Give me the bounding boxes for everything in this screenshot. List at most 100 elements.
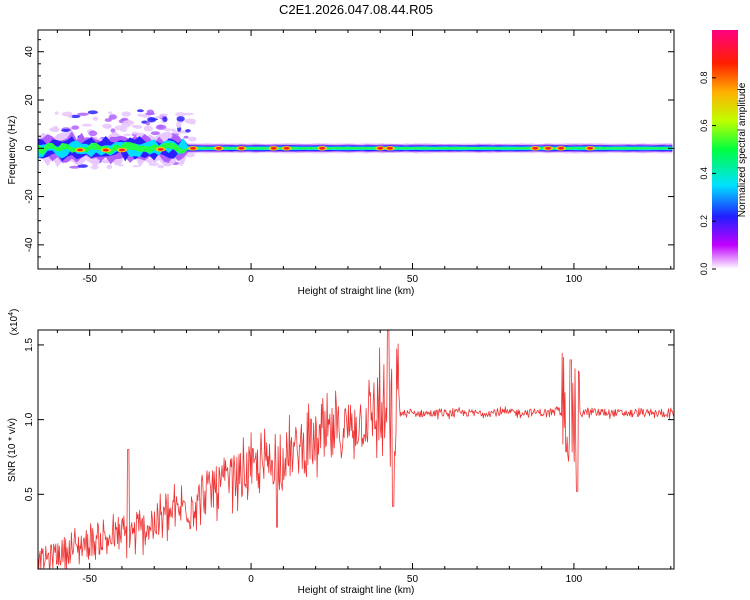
spectrogram-hotspot-core — [270, 146, 277, 150]
spectrogram-scatter-blob — [131, 125, 140, 128]
spectrogram-scatter-blob — [188, 136, 197, 142]
spectrogram-scatter-blob — [171, 130, 183, 134]
spectrogram-scatter-blob — [162, 116, 168, 122]
spectrogram-scatter-blob — [146, 109, 155, 116]
spectrogram-scatter-blob — [52, 125, 59, 132]
colorbar-tick-label: 0.0 — [699, 263, 709, 276]
spectrogram-band-layer — [38, 141, 673, 156]
spectrogram-hotspot-core — [157, 147, 164, 151]
snr-ticks: -50 0 50 100 0.5 1.0 1.5 — [24, 330, 674, 585]
spectrogram-xlabel: Height of straight line (km) — [298, 286, 415, 297]
snr-ytick-label: 1.0 — [24, 412, 35, 426]
spectrogram-hotspot-core — [587, 146, 594, 150]
spectrogram-scatter-blob — [175, 111, 186, 117]
colorbar-tick-label: 0.4 — [699, 167, 709, 180]
spectrogram-hotspot-core — [377, 146, 384, 150]
spectrogram-scatter-blob — [185, 129, 191, 133]
spectrogram-scatter-blob — [148, 162, 160, 167]
spectrogram-xtick-label: 50 — [407, 274, 419, 285]
snr-xtick-label: 0 — [248, 574, 254, 585]
spectrogram-scatter-blob — [190, 122, 196, 125]
spectrogram-ytick-label: -20 — [24, 189, 35, 204]
spectrogram-scatter-blob — [183, 135, 189, 139]
spectrogram-scatter-blob — [121, 111, 131, 117]
spectrogram-hotspot-core — [283, 146, 290, 150]
colorbar: 0.0 0.2 0.4 0.6 0.8 Normalized spectral ampl… — [699, 30, 748, 275]
spectrogram-scatter-blob — [150, 131, 160, 136]
spectrogram-hotspot-core — [238, 146, 245, 150]
spectrogram-hotspot-core — [215, 146, 222, 150]
spectrogram-scatter-blob — [87, 110, 98, 115]
spectrogram-ylabel: Frequency (Hz) — [7, 116, 18, 185]
spectrogram-scatter-blob — [88, 130, 98, 137]
spectrogram-scatter-blob — [123, 133, 132, 136]
spectrogram-scatter-blob — [148, 118, 159, 121]
snr-frame — [37, 329, 675, 570]
spectrogram-hotspot-core — [532, 146, 539, 150]
spectrogram-scatter-blob — [176, 116, 185, 122]
spectrogram-scatter-blob — [61, 111, 73, 117]
spectrogram-hotspot-core — [118, 148, 125, 152]
spectrogram-scatter-blob — [77, 112, 89, 116]
spectrogram-scatter-blob — [92, 116, 99, 121]
spectrogram-hotspot-core — [76, 148, 83, 152]
spectrogram-scatter-blob — [143, 125, 153, 132]
spectrogram-scatter-blob — [157, 164, 165, 169]
spectrogram-scatter-blob — [108, 114, 117, 120]
spectrogram-hotspot-core — [102, 148, 109, 152]
spectrogram-scatter-blob — [122, 120, 135, 126]
spectrogram-panel: -50 0 50 100 -40 -20 0 20 40 Height of straight … — [7, 29, 675, 297]
snr-series-line — [38, 330, 674, 569]
spectrogram-scatter-blob — [61, 128, 72, 133]
colorbar-tick-label: 0.8 — [699, 72, 709, 85]
spectrogram-ytick-label: -40 — [24, 237, 35, 252]
spectrogram-scatter-blob — [114, 125, 123, 131]
snr-xlabel: Height of straight line (km) — [298, 585, 415, 596]
spectrogram-scatter-blob — [101, 123, 112, 129]
colorbar-label: Normalized spectral amplitude — [737, 82, 748, 217]
snr-xtick-label: -50 — [82, 574, 97, 585]
chart-title: C2E1.2026.047.08.44.R05 — [279, 2, 433, 17]
spectrogram-scatter-blob — [69, 165, 81, 169]
spectrogram-scatter-blob — [110, 128, 116, 133]
spectrogram-scatter-blob — [132, 164, 140, 168]
spectrogram-hotspot-core — [545, 146, 552, 150]
colorbar-ticks: 0.0 0.2 0.4 0.6 0.8 — [699, 72, 716, 276]
spectrogram-ytick-label: 0 — [24, 145, 35, 151]
spectrogram-scatter-blob — [136, 109, 144, 113]
spectrogram-hotspot-core — [558, 146, 565, 150]
spectrogram-scatter-blob — [70, 114, 81, 119]
snr-ytick-label: 0.5 — [24, 487, 35, 501]
spectrogram-scatter-blob — [175, 122, 182, 129]
spectrogram-ytick-label: 20 — [24, 94, 35, 106]
spectrogram-xtick-label: 0 — [248, 274, 254, 285]
snr-xtick-label: 50 — [407, 574, 419, 585]
spectrogram-hotspot-core — [386, 146, 393, 150]
spectrogram-scatter-blob — [137, 113, 142, 117]
spectrogram-scatter-blob — [145, 121, 150, 126]
spectrogram-scatter-blob — [54, 111, 59, 115]
colorbar-tick-label: 0.2 — [699, 215, 709, 228]
spectrogram-scatter-blob — [81, 123, 93, 127]
spectrogram-scatter-blob — [163, 128, 172, 132]
spectrogram-scatter-blob — [101, 159, 110, 164]
spectrogram-scatter-blob — [106, 164, 113, 170]
spectrogram-scatter-blob — [71, 125, 80, 130]
spectrogram-scatter-blob — [155, 124, 167, 130]
snr-ytick-label: 1.5 — [24, 338, 35, 352]
spectrogram-hotspot-core — [319, 146, 326, 150]
spectrogram-scatter-blob — [104, 118, 112, 122]
snr-multiplier: (x104) — [8, 309, 20, 336]
colorbar-gradient — [712, 30, 738, 269]
snr-ylabel: SNR (10 * v/v) — [7, 418, 18, 482]
spectrogram-scatter-blob — [170, 128, 176, 132]
spectrogram-marks — [38, 109, 673, 170]
spectrogram-scatter-blob — [159, 113, 169, 117]
spectrogram-scatter-blob — [131, 131, 139, 135]
spectrogram-ticks: -50 0 50 100 -40 -20 0 20 40 — [24, 30, 674, 285]
spectrogram-frame — [37, 29, 675, 270]
spectrogram-hotspot-core — [189, 146, 196, 150]
snr-xtick-label: 100 — [566, 574, 583, 585]
spectrogram-scatter-blob — [77, 164, 88, 168]
